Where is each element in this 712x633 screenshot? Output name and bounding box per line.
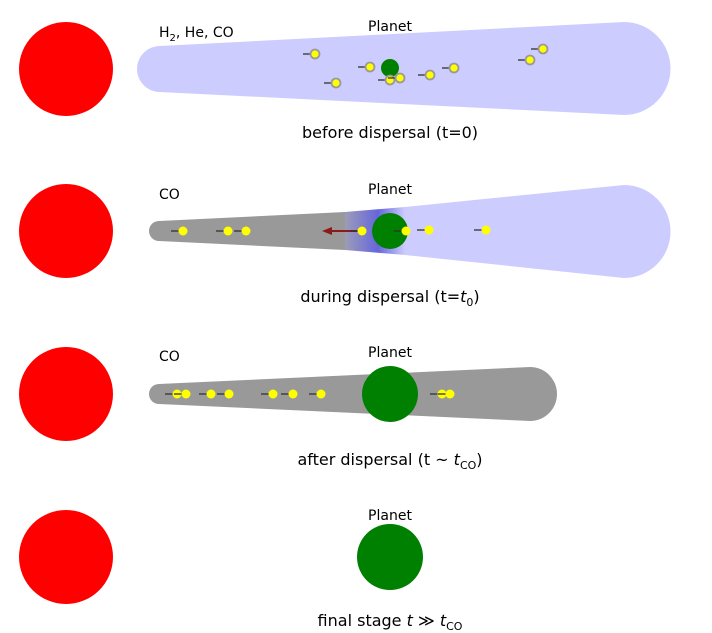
co-gas-disk — [149, 367, 557, 421]
gas-composition-label: CO — [159, 187, 180, 203]
dust-grain — [384, 74, 396, 86]
dust-grains — [303, 43, 549, 89]
dust-grain — [223, 226, 233, 236]
dust-grain — [309, 48, 321, 60]
star — [19, 22, 113, 116]
dust-grain — [537, 43, 549, 55]
star — [19, 184, 113, 278]
dust-grain — [394, 72, 406, 84]
dust-grain — [424, 225, 434, 235]
stage-caption: during dispersal (t=t0) — [300, 287, 479, 309]
dust-grain — [448, 62, 460, 74]
dust-grains — [171, 225, 491, 236]
gas-composition-label: H2, He, CO — [159, 25, 234, 44]
dust-grain — [481, 225, 491, 235]
stage-caption: final stage t ≫ tCO — [318, 611, 463, 633]
planet — [357, 524, 423, 590]
gas-composition-label: CO — [159, 349, 180, 365]
dust-grain — [330, 77, 342, 89]
dust-grain — [357, 226, 367, 236]
planet — [362, 366, 418, 422]
stage-caption: before dispersal (t=0) — [302, 123, 478, 142]
dust-grain — [316, 389, 326, 399]
planet-migration-arrowhead — [322, 227, 332, 235]
panel-final-stage: Planet final stage t ≫ tCO — [19, 508, 463, 633]
planet-label: Planet — [368, 19, 412, 35]
star — [19, 510, 113, 604]
dust-grain — [224, 389, 234, 399]
dust-grain — [241, 226, 251, 236]
panel-before-dispersal: H2, He, CO Planet before dispersal (t=0) — [19, 19, 671, 142]
stage-caption: after dispersal (t ~ tCO) — [297, 450, 482, 472]
dust-grain — [445, 389, 455, 399]
primordial-gas-disk — [137, 22, 671, 115]
dust-grains — [165, 389, 455, 399]
dust-grain — [206, 389, 216, 399]
dust-grain — [401, 226, 411, 236]
star — [19, 347, 113, 441]
planet-label: Planet — [368, 508, 412, 524]
planet-label: Planet — [368, 345, 412, 361]
panel-during-dispersal: CO Planet during dispersal (t=t0) — [19, 182, 671, 309]
dust-grain — [181, 389, 191, 399]
planet — [381, 59, 399, 77]
panel-after-dispersal: CO Planet after dispersal (t ~ tCO) — [19, 345, 557, 472]
dust-grain — [424, 69, 436, 81]
dust-grain — [268, 389, 278, 399]
planet — [372, 213, 408, 249]
primordial-gas-outer-disk — [405, 185, 671, 278]
dust-grain — [288, 389, 298, 399]
dust-grain — [364, 61, 376, 73]
planet-label: Planet — [368, 182, 412, 198]
dust-grain — [524, 54, 536, 66]
dust-grain — [178, 226, 188, 236]
